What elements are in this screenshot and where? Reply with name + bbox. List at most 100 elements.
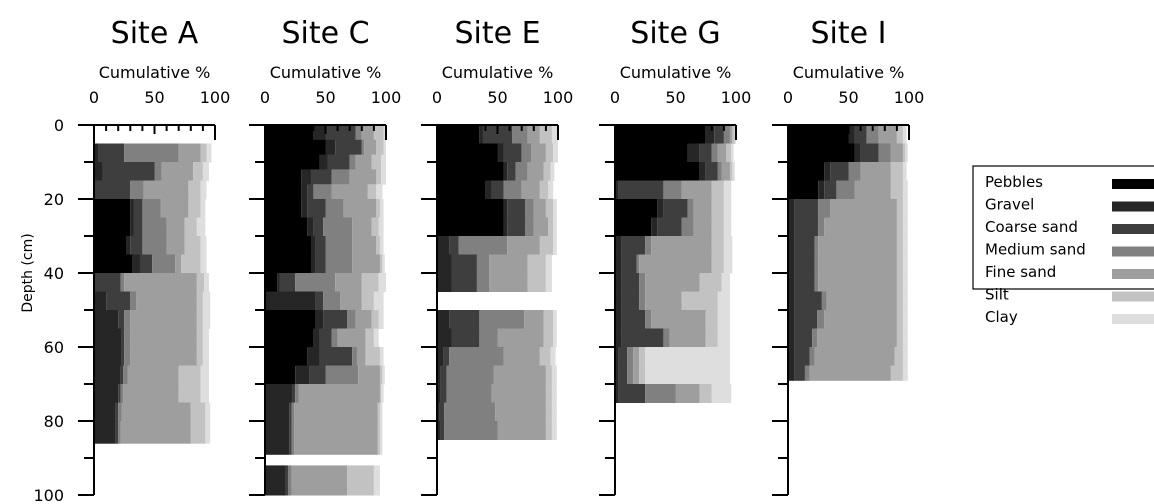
- site-title: Site A: [111, 16, 199, 51]
- layer-fraction-medium-sand: [352, 347, 357, 366]
- layer-fraction-silt: [376, 169, 382, 185]
- layer-fraction-gravel: [437, 273, 452, 292]
- layer-fraction-fine-sand: [166, 236, 185, 255]
- layer-fraction-medium-sand: [120, 273, 125, 292]
- layer-fraction-gravel: [94, 143, 99, 163]
- layer-fraction-silt: [890, 162, 903, 181]
- layer-fraction-fine-sand: [161, 162, 194, 181]
- layer-fraction-fine-sand: [818, 273, 897, 292]
- layer-fraction-coarse-sand: [121, 347, 125, 366]
- layer-fraction-coarse-sand: [310, 169, 332, 185]
- layer-fraction-pebbles: [265, 365, 296, 385]
- layer-fraction-coarse-sand: [451, 328, 480, 348]
- layer-fraction-pebbles: [265, 199, 302, 218]
- layer-fraction-coarse-sand: [860, 143, 879, 163]
- layer-fraction-coarse-sand: [794, 199, 819, 218]
- layer-fraction-medium-sand: [804, 365, 810, 381]
- layer-fraction-coarse-sand: [621, 328, 664, 348]
- layer-fraction-fine-sand: [355, 154, 372, 170]
- layer-fraction-silt: [184, 236, 201, 255]
- layer-fraction-coarse-sand: [439, 402, 445, 422]
- x-tick-label: 100: [543, 88, 574, 107]
- layer-fraction-clay: [551, 384, 557, 403]
- layer-fraction-fine-sand: [337, 328, 366, 348]
- layer-fraction-silt: [376, 236, 380, 255]
- y-tick-label: 40: [44, 264, 64, 283]
- layer-fraction-silt: [190, 402, 206, 422]
- legend-swatch: [1112, 179, 1154, 189]
- layer-fraction-coarse-sand: [503, 143, 522, 163]
- layer-fraction-clay: [204, 273, 209, 292]
- layer-fraction-coarse-sand: [618, 365, 628, 385]
- layer-fraction-coarse-sand: [443, 347, 450, 366]
- layer-fraction-coarse-sand: [714, 125, 724, 144]
- layer-fraction-silt: [178, 384, 201, 403]
- layer-fraction-pebbles: [437, 143, 498, 163]
- layer-fraction-medium-sand: [123, 365, 128, 385]
- layer-fraction-medium-sand: [331, 169, 350, 185]
- layer-fraction-gravel: [315, 310, 324, 329]
- layer-fraction-fine-sand: [489, 273, 528, 292]
- layer-fraction-medium-sand: [323, 291, 341, 311]
- layer-fraction-gravel: [265, 421, 290, 455]
- layer-fraction-coarse-sand: [94, 273, 121, 292]
- layer-fraction-silt: [539, 236, 554, 255]
- layer-fraction-clay: [553, 143, 558, 163]
- layer-fraction-clay: [711, 384, 732, 403]
- layer-fraction-coarse-sand: [106, 291, 131, 311]
- layer-fraction-clay: [382, 365, 385, 385]
- layer-fraction-medium-sand: [639, 273, 646, 292]
- layer-fraction-fine-sand: [531, 143, 546, 163]
- layer-fraction-clay: [902, 291, 908, 311]
- layer-fraction-clay: [200, 180, 207, 200]
- layer-fraction-fine-sand: [343, 199, 377, 218]
- layer-fraction-coarse-sand: [313, 217, 324, 237]
- layer-fraction-clay: [373, 291, 384, 311]
- site-panel: Site I Cumulative %0 50 100: [772, 16, 924, 496]
- layer-fraction-medium-sand: [152, 254, 176, 274]
- layer-fraction-clay: [551, 365, 557, 385]
- layer-fraction-clay: [202, 328, 209, 348]
- layer-fraction-clay: [378, 310, 384, 329]
- layer-fraction-gravel: [824, 162, 831, 181]
- layer-fraction-pebbles: [615, 199, 658, 218]
- layer-fraction-silt: [539, 180, 549, 200]
- site-title: Site E: [454, 16, 540, 51]
- layer-fraction-coarse-sand: [794, 217, 819, 237]
- layer-fraction-pebbles: [788, 180, 819, 200]
- layer-fraction-silt: [379, 365, 383, 385]
- layer-fraction-fine-sand: [681, 180, 712, 200]
- layer-fraction-clay: [205, 421, 211, 444]
- layer-fraction-pebbles: [437, 180, 486, 200]
- layer-fraction-fine-sand: [356, 347, 366, 366]
- layer-fraction-silt: [377, 402, 380, 422]
- layer-fraction-silt: [639, 365, 646, 385]
- site-title: Site G: [630, 16, 720, 51]
- layer-fraction-pebbles: [94, 236, 127, 255]
- layer-fraction-silt: [729, 162, 733, 181]
- layer-fraction-coarse-sand: [309, 365, 326, 385]
- layer-fraction-medium-sand: [818, 217, 825, 237]
- x-tick-label: 50: [144, 88, 164, 107]
- layer-fraction-fine-sand: [123, 384, 179, 403]
- layer-fraction-fine-sand: [130, 347, 197, 366]
- layer-fraction-clay: [381, 154, 386, 170]
- layer-fraction-fine-sand: [717, 143, 727, 163]
- x-tick-label: 50: [315, 88, 335, 107]
- layer-fraction-clay: [723, 236, 733, 255]
- layer-fraction-medium-sand: [814, 273, 819, 292]
- layer-fraction-medium-sand: [525, 199, 534, 218]
- x-axis-label: Cumulative %: [270, 63, 382, 82]
- layer-fraction-coarse-sand: [451, 254, 477, 274]
- layer-fraction-silt: [196, 273, 205, 292]
- layer-fraction-pebbles: [437, 199, 504, 218]
- layer-fraction-fine-sand: [527, 162, 544, 181]
- layer-fraction-medium-sand: [476, 273, 490, 292]
- layer-fraction-medium-sand: [687, 199, 694, 218]
- legend-swatch: [1112, 314, 1154, 324]
- layer-fraction-clay: [902, 199, 908, 218]
- layer-fraction-medium-sand: [446, 365, 494, 385]
- layer-fraction-clay: [902, 365, 908, 381]
- layer-fraction-silt: [371, 310, 379, 329]
